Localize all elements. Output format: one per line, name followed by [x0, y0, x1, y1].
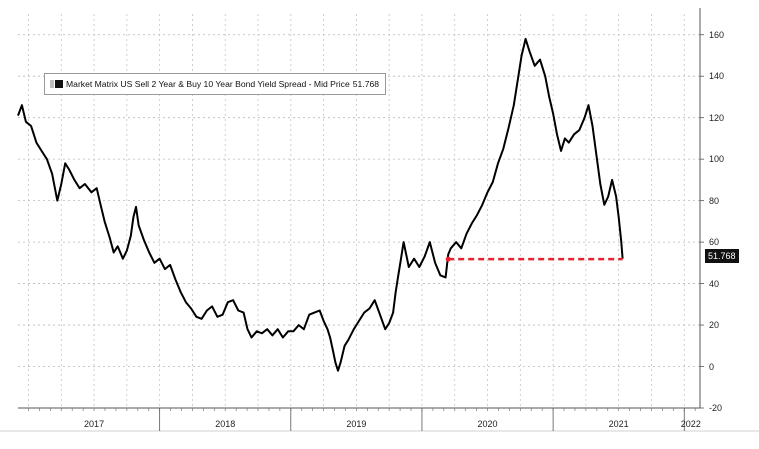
- y-tick-label: 100: [709, 154, 725, 165]
- series: [17, 37, 624, 372]
- y-tick-label: 40: [709, 278, 720, 289]
- legend-swatch: [55, 80, 63, 88]
- x-tick-label: 2019: [346, 419, 367, 429]
- reference-line-start-marker: [445, 256, 451, 262]
- x-tick-label: 2022: [680, 419, 701, 429]
- spread-series-line: [17, 37, 624, 372]
- x-tick-label: 2017: [84, 419, 105, 429]
- y-tick-label: 20: [709, 320, 720, 331]
- legend: Market Matrix US Sell 2 Year & Buy 10 Ye…: [44, 73, 387, 95]
- y-tick-label: 140: [709, 71, 725, 82]
- y-tick-label: 0: [709, 361, 715, 372]
- y-tick-label: -20: [709, 403, 723, 413]
- x-tick-label: 2018: [215, 419, 236, 429]
- legend-gray-marker: [50, 80, 54, 88]
- axes: [0, 8, 759, 432]
- legend-label: Market Matrix US Sell 2 Year & Buy 10 Ye…: [66, 79, 350, 89]
- x-tick-label: 2021: [608, 419, 629, 429]
- y-tick-label: 160: [709, 29, 725, 40]
- y-tick-label: 120: [709, 112, 725, 123]
- y-tick-label: 60: [709, 237, 720, 248]
- y-tick-label: 80: [709, 195, 720, 206]
- legend-value: 51.768: [352, 79, 380, 89]
- x-tick-label: 2020: [477, 419, 498, 429]
- last-value-badge: 51.768: [705, 249, 739, 263]
